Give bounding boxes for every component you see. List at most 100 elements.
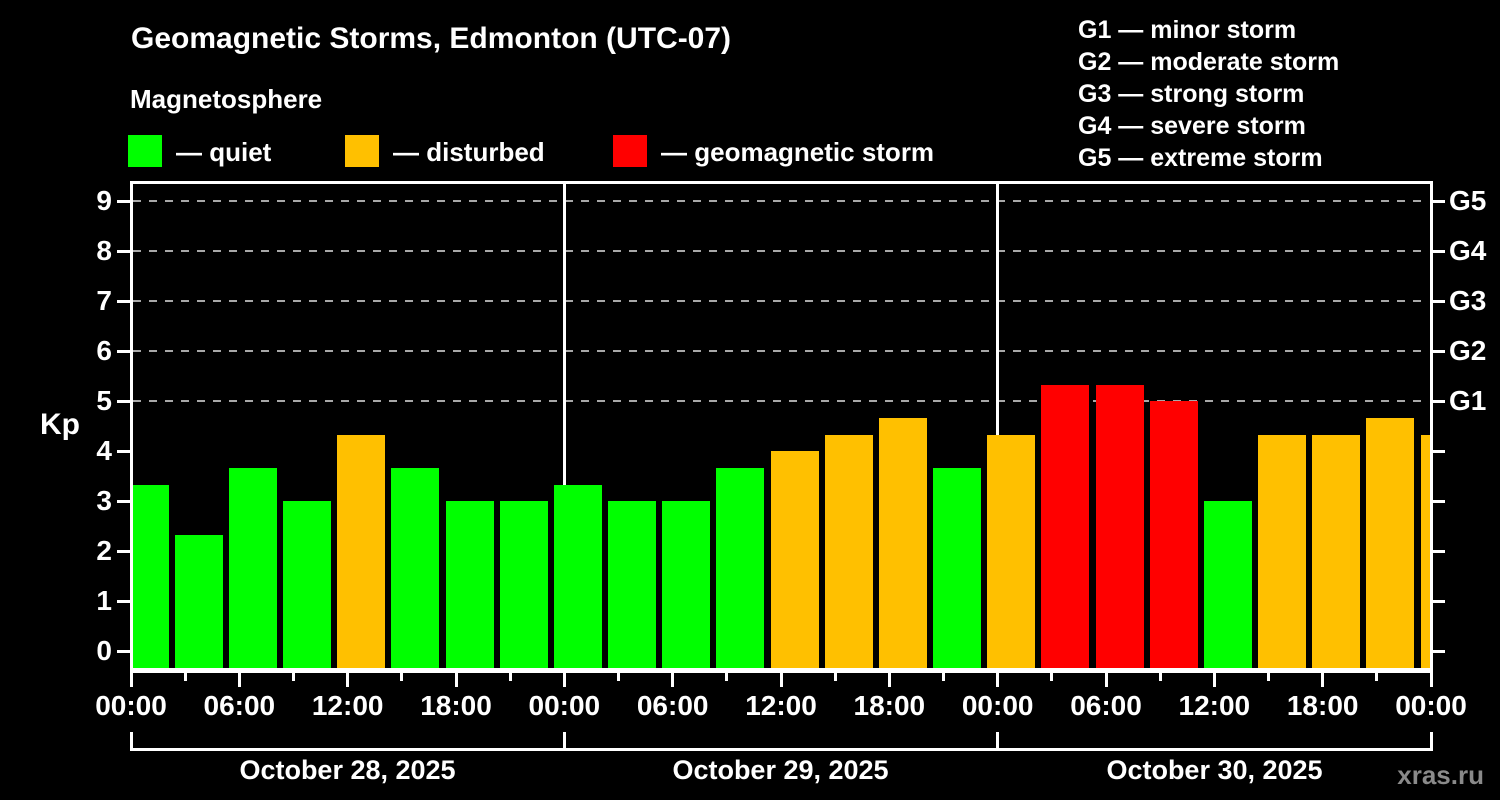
y-axis-tick-left	[117, 399, 131, 403]
x-axis-minor-tick	[508, 673, 512, 681]
day-bracket-tick	[129, 732, 133, 751]
storm-scale-g5: G5 — extreme storm	[1078, 144, 1323, 172]
y-axis-tick-right	[1431, 249, 1445, 253]
x-axis-major-tick	[1104, 673, 1108, 687]
kp-bar	[1095, 384, 1144, 668]
y-axis-tick-left	[117, 449, 131, 453]
legend-item-quiet: — quiet	[128, 135, 338, 169]
g-level-label: G3	[1449, 285, 1487, 316]
kp-bar	[1420, 434, 1430, 668]
x-axis-major-tick	[1321, 673, 1325, 687]
x-axis-baseline	[129, 668, 1433, 673]
kp-bar	[391, 467, 440, 668]
kp-bar	[1149, 401, 1198, 668]
x-axis-minor-tick	[400, 673, 404, 681]
quiet-color-swatch	[128, 135, 162, 167]
storm-color-swatch	[613, 135, 647, 167]
x-axis-minor-tick	[183, 673, 187, 681]
y-axis-label: 2	[96, 535, 112, 566]
x-axis-major-tick	[671, 673, 675, 687]
kp-bar	[337, 434, 386, 668]
gridline-kp9	[133, 200, 1429, 202]
day-bracket-tick	[996, 732, 1000, 751]
day-separator-line	[996, 183, 1000, 668]
x-axis-time-label: 12:00	[1178, 690, 1251, 721]
x-axis-minor-tick	[617, 673, 620, 681]
y-axis-tick-left	[117, 549, 131, 553]
kp-bar	[1203, 501, 1252, 668]
day-bracket-line	[129, 748, 1433, 751]
kp-bar	[824, 434, 873, 668]
date-label-day2: October 29, 2025	[672, 755, 889, 785]
gridline-kp8	[133, 250, 1429, 252]
y-axis-tick-right	[1431, 599, 1445, 603]
legend-label-disturbed: — disturbed	[393, 137, 545, 167]
y-axis-tick-left	[117, 299, 131, 303]
g-level-label: G1	[1449, 385, 1487, 416]
y-axis-tick-right	[1431, 299, 1445, 303]
x-axis-time-label: 00:00	[1395, 690, 1467, 721]
y-axis-tick-left	[117, 649, 131, 653]
plot-left-border	[129, 181, 133, 687]
y-axis-tick-left	[117, 599, 131, 603]
y-axis-tick-left	[117, 349, 131, 353]
watermark: xras.ru	[1397, 760, 1484, 790]
gridline-kp6	[133, 350, 1429, 352]
storm-scale-legend: G1 — minor storm G2 — moderate storm G3 …	[1078, 14, 1339, 174]
x-axis-major-tick	[346, 673, 350, 687]
kp-bar	[228, 467, 277, 668]
y-axis-tick-right	[1431, 349, 1445, 353]
y-axis-label: 4	[96, 435, 112, 466]
storm-scale-g1: G1 — minor storm	[1078, 16, 1297, 44]
day-separator-line	[562, 183, 566, 668]
kp-bar	[1366, 417, 1415, 668]
x-axis-time-label: 06:00	[636, 690, 709, 721]
x-axis-major-tick	[1212, 673, 1216, 687]
gridline-kp5	[133, 400, 1429, 402]
chart-subtitle: Magnetosphere	[130, 84, 323, 114]
y-axis-tick-left	[117, 199, 131, 203]
y-axis-tick-right	[1431, 199, 1445, 203]
x-axis-time-label: 12:00	[311, 690, 384, 721]
x-axis-minor-tick	[725, 673, 729, 681]
g-level-label: G5	[1449, 185, 1487, 216]
y-axis-label: 0	[96, 635, 112, 666]
x-axis-major-tick	[562, 673, 566, 687]
y-axis-tick-right	[1431, 549, 1445, 553]
g-level-label: G4	[1449, 235, 1487, 266]
kp-bar	[716, 467, 765, 668]
y-axis-tick-right	[1431, 449, 1445, 453]
y-axis-label: 1	[96, 585, 112, 616]
x-axis-minor-tick	[833, 673, 837, 681]
plot-top-border	[129, 181, 1433, 184]
x-axis-minor-tick	[1158, 673, 1162, 681]
x-axis-major-tick	[454, 673, 458, 687]
y-axis-label: 7	[96, 285, 112, 316]
x-axis-time-label: 18:00	[420, 690, 492, 721]
y-axis-tick-left	[117, 249, 131, 253]
x-axis-major-tick	[1429, 673, 1433, 687]
legend-item-disturbed: — disturbed	[345, 135, 585, 169]
kp-bar	[987, 434, 1036, 668]
kp-bar	[132, 484, 169, 668]
x-axis-time-label: 18:00	[853, 690, 926, 721]
x-axis-time-label: 06:00	[203, 690, 276, 721]
x-axis-minor-tick	[292, 673, 295, 681]
date-label-day1: October 28, 2025	[239, 755, 456, 785]
kp-bar	[1312, 434, 1361, 668]
x-axis-time-label: 18:00	[1286, 690, 1359, 721]
kp-bar	[933, 467, 981, 668]
kp-bar	[608, 501, 656, 668]
storm-scale-g4: G4 — severe storm	[1078, 112, 1306, 140]
y-axis-label: 9	[96, 185, 112, 216]
plot-right-border	[1429, 181, 1433, 687]
y-axis-tick-right	[1431, 649, 1445, 653]
kp-bar	[770, 451, 819, 668]
x-axis-major-tick	[237, 673, 241, 687]
kp-bar	[445, 501, 494, 668]
kp-bar	[878, 417, 927, 668]
page-title: Geomagnetic Storms, Edmonton (UTC-07)	[131, 22, 732, 55]
kp-bar	[283, 501, 331, 668]
